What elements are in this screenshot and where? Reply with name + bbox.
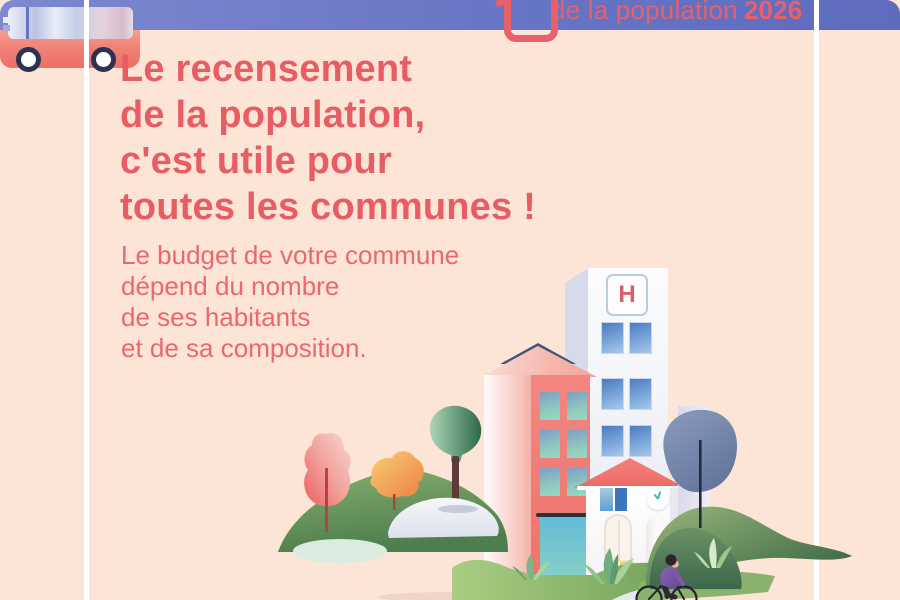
agave-plant-house <box>584 548 634 584</box>
bus-wheel <box>91 47 116 72</box>
cyclist-legs <box>661 580 678 600</box>
hospital-window <box>629 425 652 457</box>
hospital-sign-letter: H <box>618 281 636 308</box>
window-mullion <box>618 520 620 560</box>
hospital-window <box>629 322 652 354</box>
hospital-window <box>601 322 624 354</box>
shutter-right <box>615 488 627 511</box>
apartment-window <box>567 392 587 420</box>
hospital-window <box>601 378 624 410</box>
clock-icon <box>647 488 669 510</box>
mint-mound <box>293 539 387 563</box>
hospital-window <box>629 378 652 410</box>
tree-shadow <box>438 505 478 513</box>
orange-bush <box>370 451 424 498</box>
headline-line-3: c'est utile pour <box>120 140 392 182</box>
hospital-window <box>601 425 624 457</box>
blue-tree-trunk <box>699 440 702 528</box>
frame-line-right <box>814 0 819 600</box>
logo-text: de la population 2026 <box>551 0 802 26</box>
bus <box>0 0 900 72</box>
bicycle-front-wheel <box>670 585 698 600</box>
cyclist <box>635 554 698 600</box>
bicycle-rear-wheel <box>635 585 663 600</box>
bus-front-light <box>3 25 10 31</box>
logo-text-regular: de la population <box>551 0 738 25</box>
headline-line-1: Le recensement <box>120 48 413 90</box>
grass-patch <box>452 559 692 600</box>
frame-line-left <box>84 0 89 600</box>
subtext-line-3: de ses habitants <box>121 302 311 332</box>
census-logo-icon <box>504 0 558 42</box>
apartment-window <box>540 468 560 496</box>
bus-front-light <box>3 17 10 23</box>
bus-wheel <box>16 47 41 72</box>
subtext-line-4: et de sa composition. <box>121 333 367 363</box>
apartment-door-lintel <box>536 513 591 517</box>
bus-roof-band <box>0 0 900 30</box>
shutter-left <box>600 488 613 511</box>
subtext-line-2: dépend du nombre <box>121 271 340 301</box>
apartment-window <box>540 430 560 458</box>
green-tree-trunk <box>452 456 459 510</box>
green-tree <box>429 405 482 462</box>
agave-plant-on-mound <box>694 538 732 568</box>
agave-plant-bus <box>512 554 550 580</box>
cyclist-hair <box>665 554 677 566</box>
bus-window-divider <box>26 7 29 39</box>
subtext-line-1: Le budget de votre commune <box>121 240 460 270</box>
hospital-sign: H <box>606 274 648 316</box>
headline-line-2: de la population, <box>120 94 426 136</box>
house-shutter-window <box>600 488 627 511</box>
headline-line-4: toutes les communes ! <box>120 186 536 228</box>
subtext: Le budget de votre commune dépend du nom… <box>121 240 459 364</box>
logo-text-year: 2026 <box>743 0 803 25</box>
cyclist-arm <box>671 567 686 587</box>
apartment-window <box>567 430 587 458</box>
orange-bush-trunk <box>393 494 396 510</box>
headline: Le recensement de la population, c'est u… <box>120 46 536 230</box>
pink-tree-trunk <box>325 468 328 532</box>
apartment-window <box>540 392 560 420</box>
